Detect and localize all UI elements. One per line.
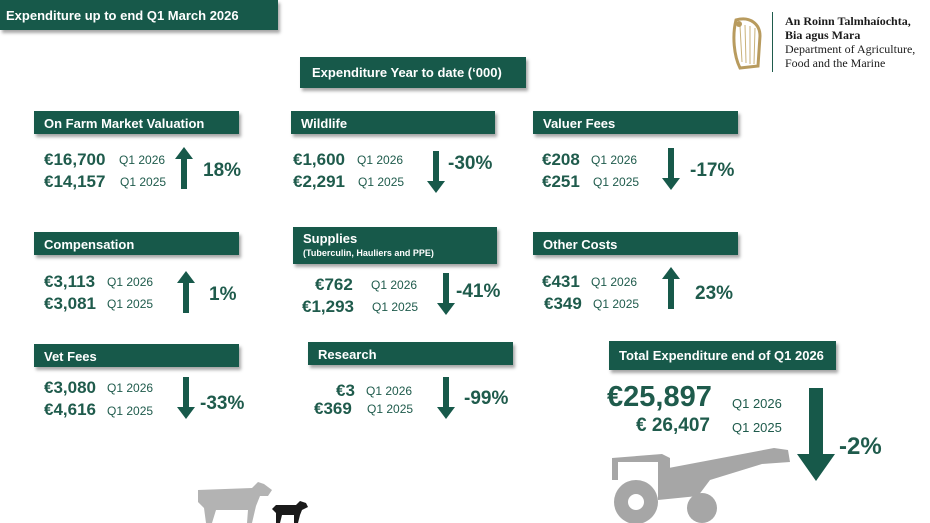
valuer-fees-change: -17% bbox=[690, 160, 735, 181]
arrow-down-icon bbox=[437, 273, 455, 315]
total-prior-value: € 26,407 bbox=[636, 415, 710, 436]
wildlife-prior-label: Q1 2025 bbox=[358, 175, 405, 189]
arrow-up-icon bbox=[177, 271, 195, 313]
wildlife-current-value: €1,600 bbox=[293, 150, 345, 169]
arrow-down-icon bbox=[662, 148, 680, 190]
valuer-fees-current-label: Q1 2026 bbox=[591, 153, 638, 167]
vet-fees-current-value: €3,080 bbox=[44, 378, 96, 397]
on-farm-prior-value: €14,157 bbox=[44, 172, 106, 191]
on-farm-current-value: €16,700 bbox=[44, 150, 106, 169]
supplies-prior-value: €1,293 bbox=[302, 297, 354, 316]
valuer-fees-current-value: €208 bbox=[542, 150, 580, 169]
research-current-label: Q1 2026 bbox=[366, 384, 413, 398]
cow-icon bbox=[198, 482, 272, 523]
arrow-down-icon bbox=[797, 388, 835, 481]
harp-icon bbox=[732, 17, 762, 70]
research-prior-label: Q1 2025 bbox=[367, 402, 414, 416]
page-title: Expenditure up to end Q1 March 2026 bbox=[0, 0, 278, 30]
category-header-compensation: Compensation bbox=[34, 232, 239, 255]
supplies-change: -41% bbox=[456, 281, 501, 302]
vet-fees-current-label: Q1 2026 bbox=[107, 381, 154, 395]
category-header-other-costs: Other Costs bbox=[533, 232, 738, 255]
total-current-value: €25,897 bbox=[607, 381, 712, 413]
category-header-on-farm: On Farm Market Valuation bbox=[34, 111, 239, 134]
research-prior-value: €369 bbox=[314, 399, 352, 418]
logo-line-2: Bia agus Mara bbox=[785, 28, 861, 42]
valuer-fees-prior-label: Q1 2025 bbox=[593, 175, 640, 189]
wildlife-change: -30% bbox=[448, 153, 493, 174]
arrow-down-icon bbox=[427, 151, 445, 193]
on-farm-current-label: Q1 2026 bbox=[119, 153, 166, 167]
total-current-label: Q1 2026 bbox=[732, 396, 782, 411]
category-header-supplies: Supplies (Tuberculin, Hauliers and PPE) bbox=[293, 227, 497, 264]
arrow-up-icon bbox=[662, 267, 680, 309]
compensation-current-label: Q1 2026 bbox=[107, 275, 154, 289]
research-current-value: €3 bbox=[336, 381, 355, 400]
department-logo-text: An Roinn Talmhaíochta, Bia agus Mara Dep… bbox=[785, 14, 915, 70]
valuer-fees-prior-value: €251 bbox=[542, 172, 580, 191]
wildlife-prior-value: €2,291 bbox=[293, 172, 345, 191]
supplies-label: Supplies bbox=[303, 231, 358, 246]
other-costs-prior-value: €349 bbox=[544, 294, 582, 313]
wildlife-current-label: Q1 2026 bbox=[357, 153, 404, 167]
ytd-heading: Expenditure Year to date (‘000) bbox=[300, 57, 526, 88]
total-prior-label: Q1 2025 bbox=[732, 420, 782, 435]
supplies-current-label: Q1 2026 bbox=[371, 278, 418, 292]
category-header-valuer-fees: Valuer Fees bbox=[533, 111, 738, 134]
arrow-down-icon bbox=[177, 377, 195, 419]
logo-line-1: An Roinn Talmhaíochta, bbox=[785, 14, 911, 28]
supplies-current-value: €762 bbox=[315, 275, 353, 294]
other-costs-current-value: €431 bbox=[542, 272, 580, 291]
compensation-current-value: €3,113 bbox=[44, 272, 96, 291]
category-header-research: Research bbox=[308, 342, 513, 365]
other-costs-change: 23% bbox=[695, 283, 734, 304]
category-header-wildlife: Wildlife bbox=[291, 111, 495, 134]
on-farm-change: 18% bbox=[203, 160, 242, 181]
other-costs-prior-label: Q1 2025 bbox=[593, 297, 640, 311]
research-change: -99% bbox=[464, 388, 509, 409]
compensation-prior-label: Q1 2025 bbox=[107, 297, 154, 311]
supplies-sublabel: (Tuberculin, Hauliers and PPE) bbox=[303, 248, 434, 258]
total-change: -2% bbox=[839, 433, 882, 460]
compensation-change: 1% bbox=[209, 284, 237, 305]
category-header-vet-fees: Vet Fees bbox=[34, 344, 239, 367]
tractor-icon bbox=[612, 448, 790, 523]
logo-line-3: Department of Agriculture, bbox=[785, 42, 916, 56]
calf-icon bbox=[272, 501, 308, 523]
vet-fees-change: -33% bbox=[200, 393, 245, 414]
logo-line-4: Food and the Marine bbox=[785, 56, 886, 70]
other-costs-current-label: Q1 2026 bbox=[591, 275, 638, 289]
vet-fees-prior-label: Q1 2025 bbox=[107, 404, 154, 418]
logo-divider bbox=[772, 12, 773, 72]
supplies-prior-label: Q1 2025 bbox=[372, 300, 419, 314]
arrow-down-icon bbox=[437, 377, 455, 419]
total-header: Total Expenditure end of Q1 2026 bbox=[609, 341, 836, 370]
on-farm-prior-label: Q1 2025 bbox=[120, 175, 167, 189]
vet-fees-prior-value: €4,616 bbox=[44, 400, 96, 419]
arrow-up-icon bbox=[175, 147, 193, 189]
compensation-prior-value: €3,081 bbox=[44, 294, 96, 313]
